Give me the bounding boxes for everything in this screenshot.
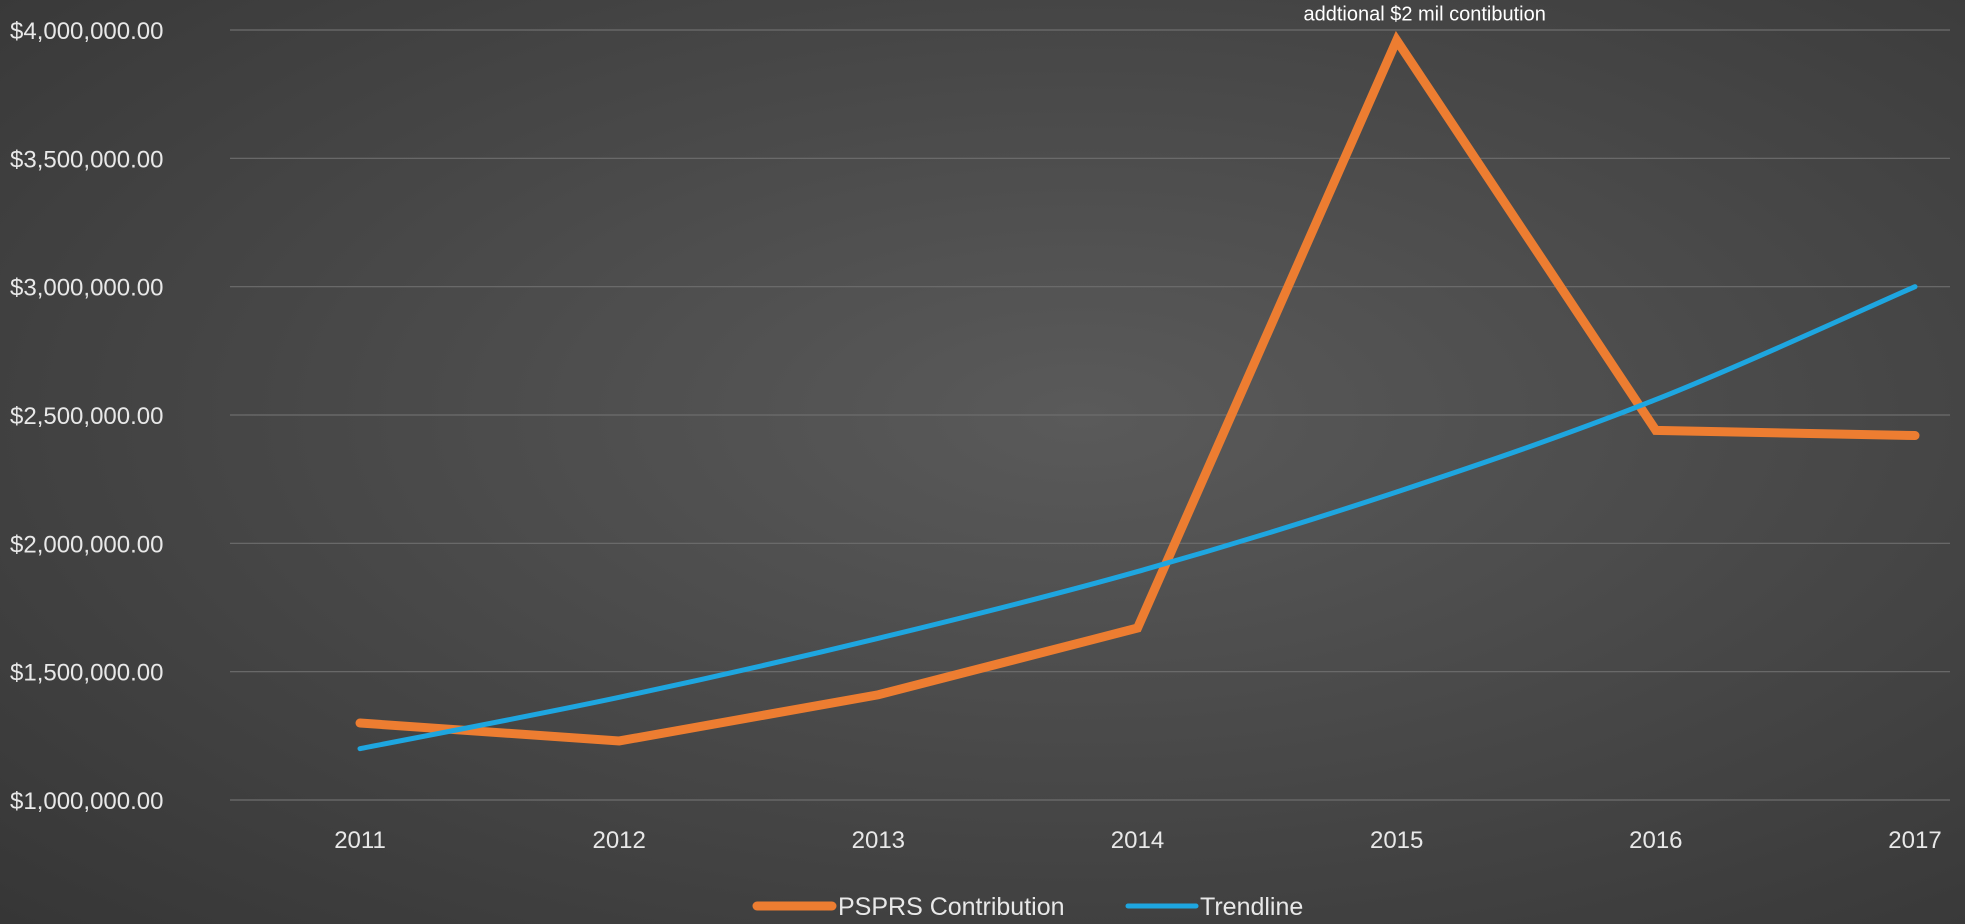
y-axis-tick-labels: $1,000,000.00 $1,500,000.00 $2,000,000.00 $… — [10, 18, 163, 815]
x-tick-label: 2015 — [1370, 827, 1423, 854]
x-tick-label: 2013 — [852, 827, 905, 854]
series-lines — [360, 40, 1915, 748]
annotations: addtional $2 mil contibution — [1303, 3, 1545, 25]
legend-label: PSPRS Contribution — [838, 893, 1065, 921]
y-tick-label: $2,500,000.00 — [10, 403, 163, 430]
x-tick-label: 2014 — [1111, 827, 1164, 854]
annotation-label: addtional $2 mil contibution — [1303, 3, 1545, 25]
x-axis-tick-labels: 2011 2012 2013 2014 2015 2016 2017 — [334, 827, 1942, 854]
y-tick-label: $1,000,000.00 — [10, 788, 163, 815]
x-tick-label: 2017 — [1888, 827, 1941, 854]
legend-label: Trendline — [1200, 893, 1303, 921]
y-tick-label: $3,000,000.00 — [10, 275, 163, 302]
legend: PSPRS Contribution Trendline — [757, 893, 1303, 921]
y-tick-label: $1,500,000.00 — [10, 660, 163, 687]
x-tick-label: 2016 — [1629, 827, 1682, 854]
gridlines — [230, 30, 1950, 800]
series-line-trendline — [360, 287, 1915, 749]
x-tick-label: 2012 — [592, 827, 645, 854]
x-tick-label: 2011 — [334, 827, 386, 854]
y-tick-label: $4,000,000.00 — [10, 18, 163, 45]
y-tick-label: $2,000,000.00 — [10, 531, 163, 558]
y-tick-label: $3,500,000.00 — [10, 146, 163, 173]
